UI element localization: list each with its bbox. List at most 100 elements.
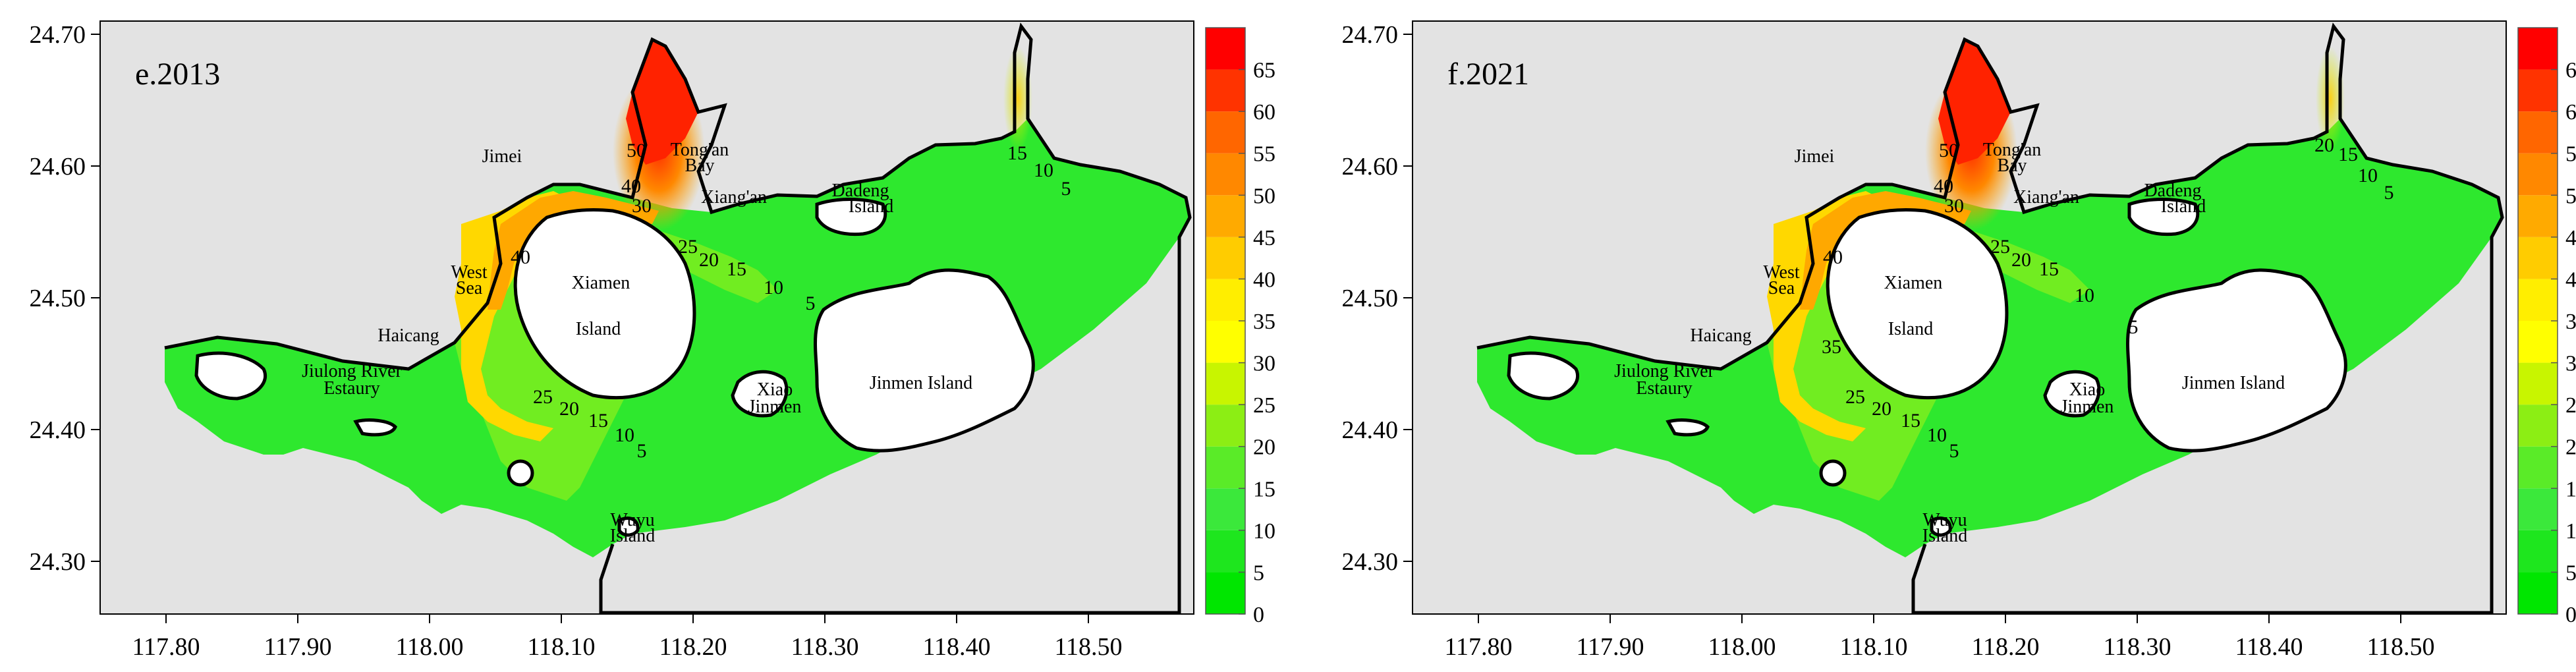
contour-label: 50 (1939, 140, 1959, 161)
colorbar-tick-label: 55 (1253, 142, 1275, 167)
mainland-coastline (164, 22, 1192, 615)
place-name: Jinmen (2061, 397, 2114, 417)
contour-label: 40 (1823, 246, 1843, 268)
place-name: West (451, 262, 488, 283)
colorbar-segment (2518, 69, 2558, 112)
colorbar-segment (2518, 28, 2558, 70)
x-tick-label: 118.50 (1054, 633, 1122, 661)
y-tick-label: 24.30 (30, 548, 86, 576)
colorbar-segment (2518, 530, 2558, 573)
place-name: Island (610, 526, 655, 546)
colorbar-tick-label: 5 (1253, 561, 1264, 585)
water-orange-band (488, 191, 659, 310)
jinmen-island (2126, 268, 2347, 453)
contour-label: 10 (2358, 165, 2378, 186)
colorbar-segment (2518, 237, 2558, 279)
contour-label: 10 (1034, 159, 1053, 181)
colorbar-tick-label: 65 (1253, 59, 1275, 83)
contour-label: 10 (615, 424, 634, 446)
colorbar-tick-label: 50 (2565, 184, 2576, 208)
contour-label: 20 (1872, 398, 1891, 420)
colorbar-segment (1206, 362, 1245, 405)
colorbar-segment (2518, 405, 2558, 447)
colorbar-segment (1206, 405, 1245, 447)
contour-label: 15 (1901, 410, 1920, 432)
colorbar-segment (2518, 279, 2558, 321)
colorbar-tick-label: 15 (1253, 477, 1275, 501)
xiao-jinmen-island (2043, 370, 2101, 418)
x-tick-label: 117.80 (1444, 633, 1512, 661)
jinmen-island (814, 268, 1035, 453)
place-name: Sea (1768, 278, 1795, 298)
place-name: Estaury (323, 378, 380, 399)
contour-label: 20 (2011, 249, 2031, 271)
contour-label: 5 (1949, 440, 1959, 462)
colorbar-tick-label: 20 (1253, 435, 1275, 460)
place-name: Xiao (757, 379, 793, 400)
place-name: Island (576, 319, 621, 339)
x-tick-label: 118.40 (2235, 633, 2303, 661)
place-name: Jimei (482, 146, 522, 167)
place-name: Dadeng (831, 181, 889, 201)
colorbar-tick-label: 25 (2565, 393, 2576, 418)
colorbar-segment (1206, 530, 1245, 573)
contour-label: 15 (1007, 142, 1027, 164)
colorbar-tick-label: 10 (1253, 519, 1275, 544)
colorbar-tick-label: 10 (2565, 519, 2576, 544)
map-panel-2013: 117.80 117.90 118.00 118.10 118.20 118.30 118.… (30, 20, 1275, 661)
colorbar-tick-label: 45 (2565, 226, 2576, 250)
colorbar-segment (1206, 237, 1245, 279)
contour-label: 5 (2129, 316, 2139, 338)
colorbar-tick-label: 40 (2565, 267, 2576, 292)
contour-label: 15 (2039, 258, 2059, 280)
place-name: Jinmen Island (2182, 373, 2285, 393)
colorbar-segment (2518, 488, 2558, 530)
colorbar-tick-label: 25 (1253, 393, 1275, 418)
contour-label: 35 (1822, 336, 1841, 358)
place-name: Xiang'an (701, 187, 767, 208)
plot-frame (99, 20, 1194, 615)
islet-south (507, 459, 534, 487)
jiulong-island-west (1507, 351, 1580, 401)
colorbar-tick-label: 20 (2565, 435, 2576, 460)
y-tick-label: 24.60 (1342, 153, 1399, 181)
x-tick-label: 118.40 (922, 633, 990, 661)
colorbar-tick-label: 35 (2565, 310, 2576, 334)
mainland-coastline (1476, 22, 2504, 615)
x-tick-label: 117.80 (132, 633, 200, 661)
y-axis: 24.30 24.40 24.50 24.60 24.70 (1342, 21, 1413, 576)
colorbar-segment (1206, 279, 1245, 321)
contour-label: 5 (806, 293, 816, 314)
colorbar-tick-label: 40 (1253, 267, 1275, 292)
xiamen-island (1826, 208, 2009, 400)
colorbar-tick-label: 60 (1253, 100, 1275, 125)
place-name: Sea (456, 278, 483, 298)
contour-label: 25 (533, 386, 553, 408)
place-name: Estaury (1636, 378, 1693, 399)
contour-label: 30 (632, 195, 652, 217)
panel-label: f.2021 (1447, 57, 1529, 92)
x-tick-label: 118.30 (2103, 633, 2171, 661)
place-name: Haicang (378, 325, 439, 346)
contour-label: 40 (621, 175, 641, 197)
place-name: Haicang (1690, 325, 1751, 346)
y-tick-label: 24.60 (30, 153, 86, 181)
contour-label: 25 (678, 236, 698, 258)
place-name: Dadeng (2144, 181, 2201, 201)
xiao-jinmen-island (731, 370, 789, 418)
x-tick-label: 117.90 (264, 633, 331, 661)
place-name: Jiulong River (302, 361, 402, 381)
x-tick-label: 118.00 (395, 633, 463, 661)
x-tick-label: 118.20 (1971, 633, 2039, 661)
place-name: Island (2161, 196, 2206, 217)
contour-label: 10 (2075, 285, 2094, 306)
colorbar-tick-label: 45 (1253, 226, 1275, 250)
x-tick-label: 118.20 (659, 633, 727, 661)
dadeng-island (815, 198, 887, 237)
colorbar-segment (1206, 111, 1245, 154)
contour-label: 5 (2384, 182, 2394, 204)
x-tick-label: 118.00 (1708, 633, 1776, 661)
